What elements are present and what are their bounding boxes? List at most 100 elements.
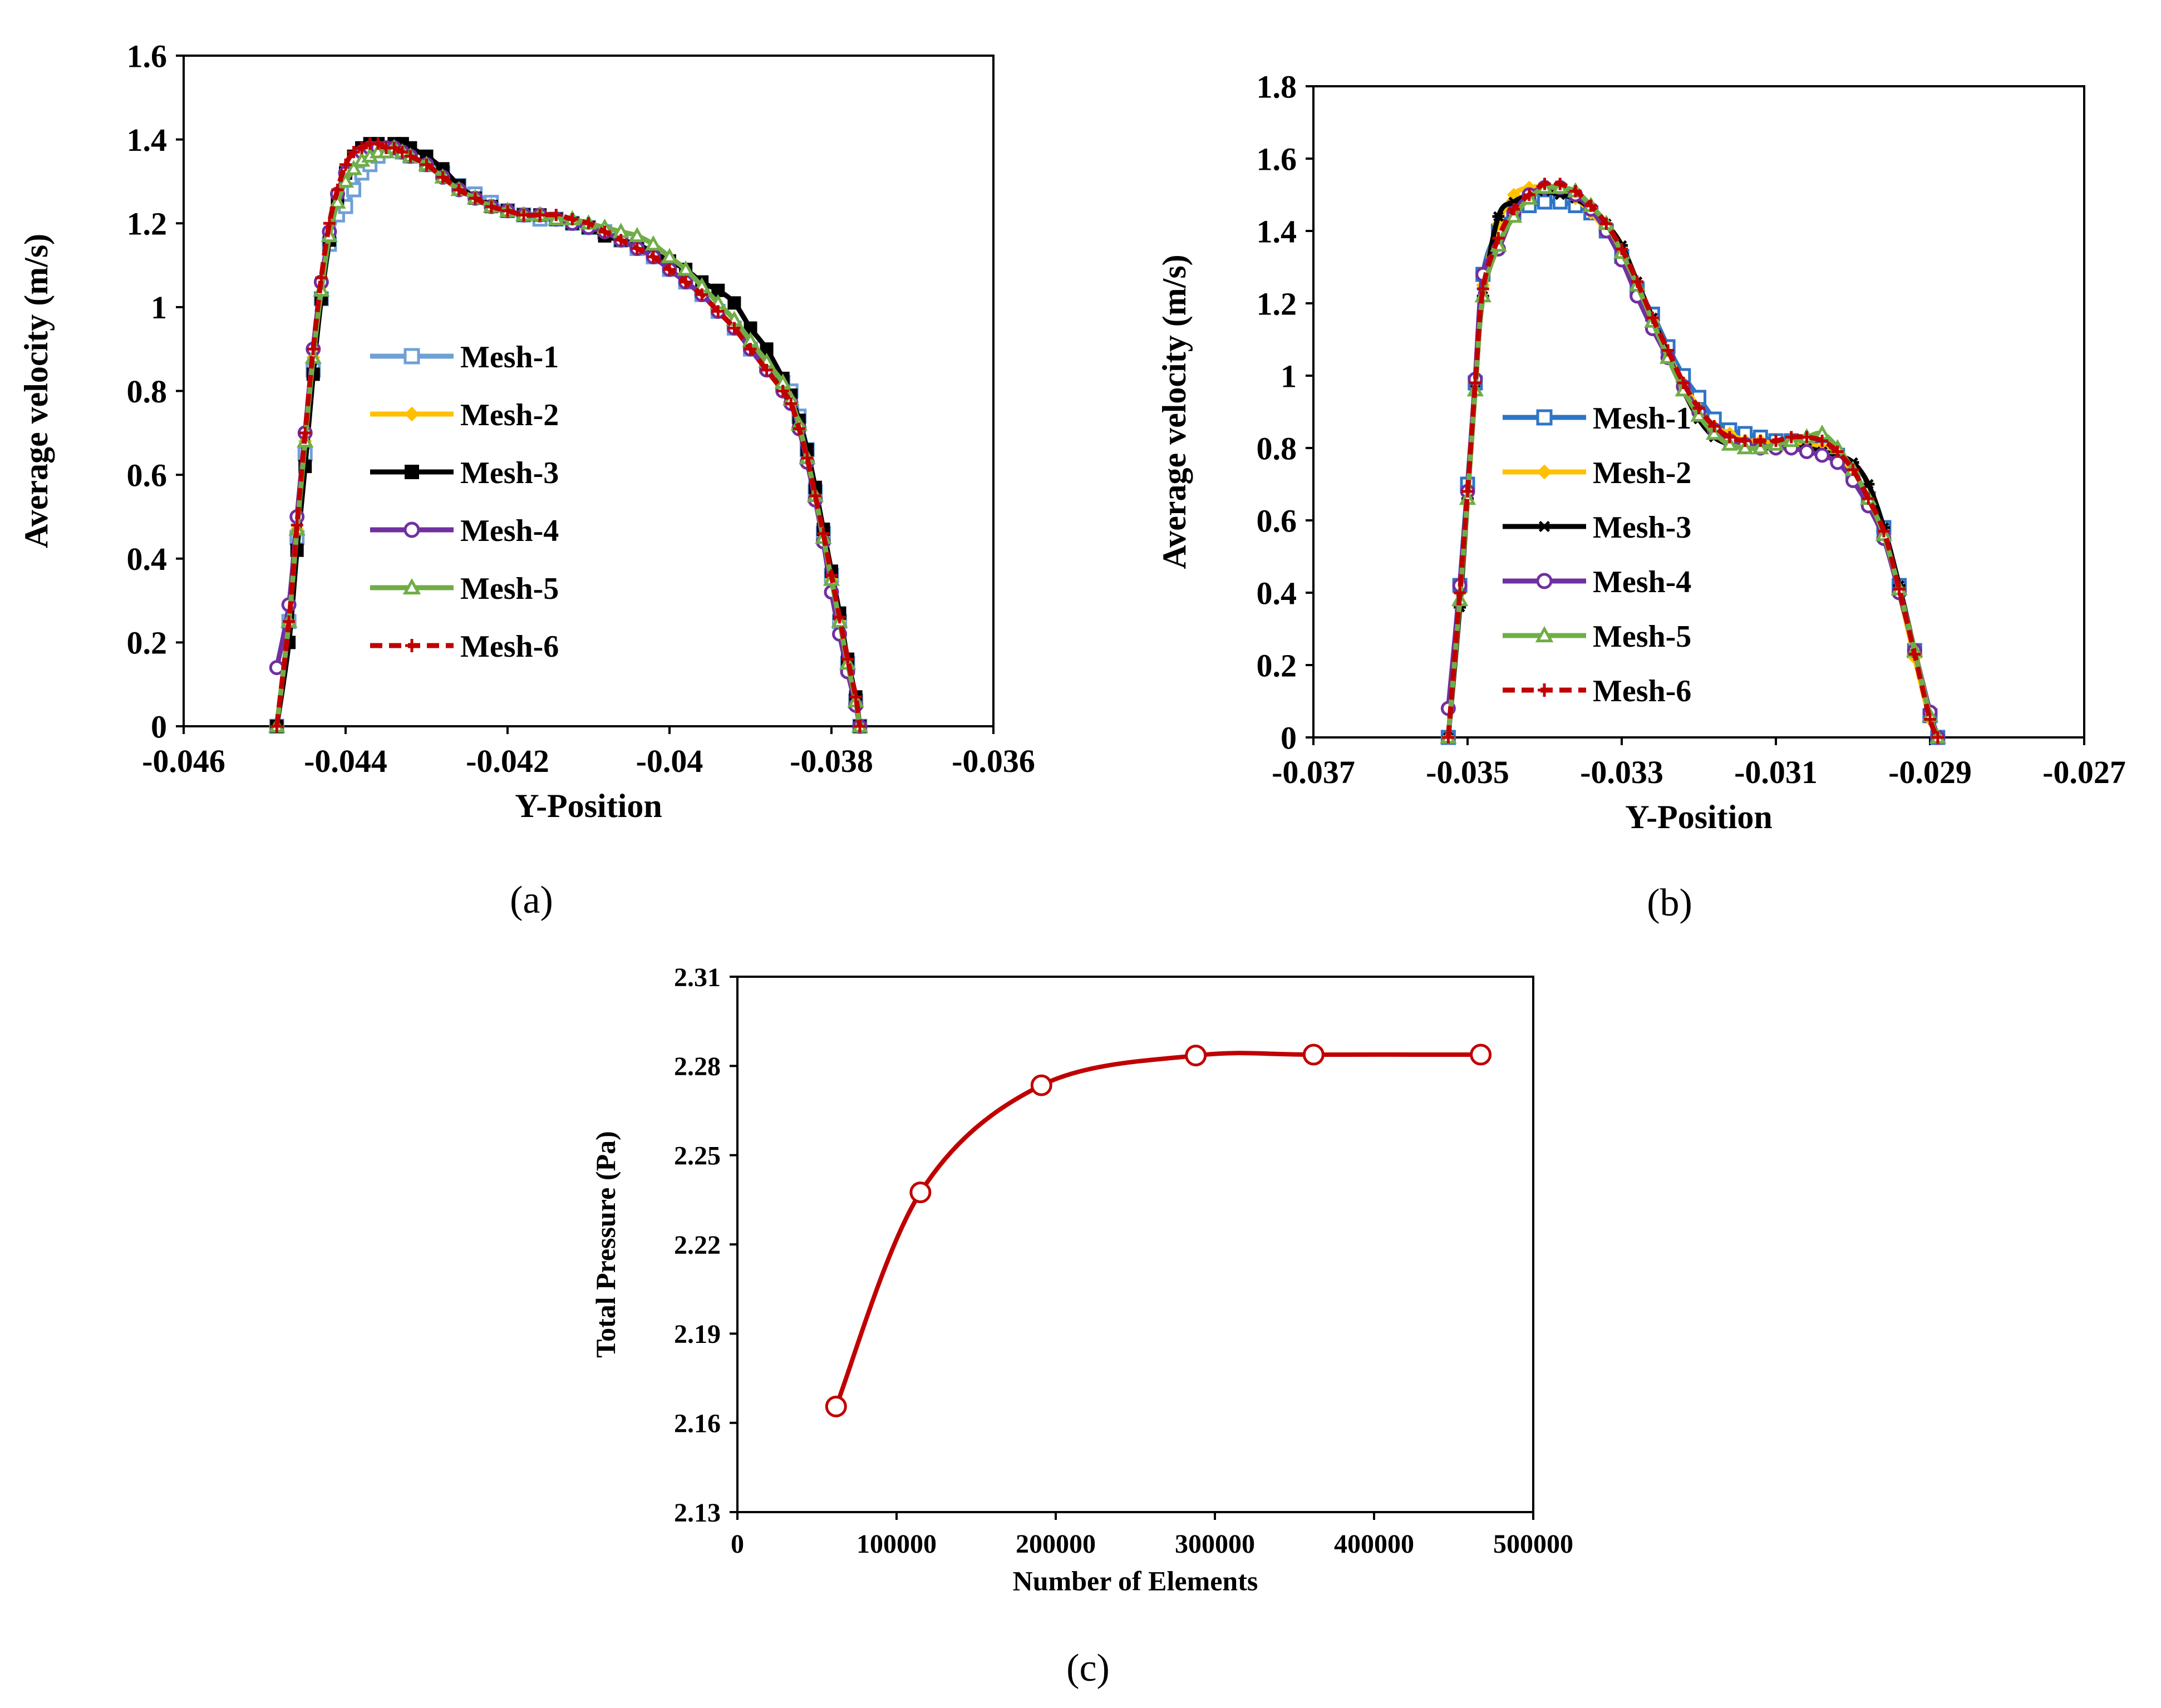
y-tick-label: 0.8: [1257, 430, 1297, 466]
legend-label: Mesh-2: [1593, 456, 1691, 490]
data-point: [696, 288, 708, 301]
data-point: [291, 519, 303, 531]
series-line: [274, 145, 863, 727]
data-point: [909, 1181, 932, 1203]
series-mesh-3: [1442, 186, 1944, 743]
legend-marker: [1536, 573, 1553, 589]
legend: Mesh-1 Mesh-2 Mesh-3 Mesh-4 Mesh-5 Mesh-6: [1503, 401, 1691, 708]
series-line: [274, 145, 863, 727]
legend-label: Mesh-5: [1593, 619, 1691, 654]
data-point: [1508, 203, 1520, 215]
series-line: [1445, 180, 1941, 739]
series-total-pressure: [825, 1043, 1492, 1417]
x-tick-label: -0.044: [304, 743, 387, 779]
y-axis-label: Total Pressure (Pa): [590, 1131, 621, 1357]
x-axis-label: Y-Position: [1625, 799, 1773, 835]
y-axis: 0 0.2 0.4 0.6 0.8 1 1.2 1.4 1.6: [127, 38, 184, 745]
data-point: [1799, 444, 1814, 459]
y-tick-label: 0.4: [1257, 575, 1297, 611]
data-point: [469, 192, 481, 205]
data-point: [1505, 207, 1523, 223]
x-tick-label: 100000: [856, 1529, 937, 1559]
legend-marker: [1538, 683, 1551, 697]
data-point: [566, 213, 579, 225]
x-tick-label: -0.04: [636, 743, 703, 779]
data-point: [825, 569, 838, 582]
x-axis-label: Number of Elements: [1013, 1566, 1258, 1597]
data-point: [1454, 587, 1466, 599]
data-point: [436, 171, 449, 184]
legend-item: Mesh-4: [1503, 565, 1691, 599]
data-point: [1554, 178, 1567, 190]
data-point: [1752, 439, 1769, 455]
y-tick-label: 0.2: [127, 625, 168, 661]
y-tick-label: 0.8: [127, 373, 168, 410]
x-tick-label: -0.029: [1888, 754, 1972, 790]
data-point: [518, 209, 530, 222]
legend-item: Mesh-1: [370, 340, 559, 375]
data-point: [661, 248, 678, 263]
data-point: [1461, 485, 1474, 498]
y-tick-label: 1: [1281, 358, 1297, 394]
data-point: [1584, 199, 1597, 212]
x-tick-label: 200000: [1016, 1529, 1096, 1559]
data-point: [677, 260, 695, 276]
series-line: [1445, 184, 1941, 739]
x-axis: -0.037 -0.035 -0.033 -0.031 -0.029 -0.027: [1272, 737, 2126, 790]
data-point: [420, 158, 433, 171]
data-point: [727, 296, 741, 310]
data-point: [1442, 731, 1455, 744]
legend-label: Mesh-2: [460, 398, 559, 432]
data-point: [809, 489, 821, 502]
data-point: [1469, 377, 1481, 389]
data-point: [663, 263, 676, 276]
y-tick-label: 1.4: [127, 122, 168, 158]
panel-a: 00.20.40.60.811.21.41.6-0.046 -0.044 -0.04…: [18, 38, 1035, 922]
data-point: [345, 160, 362, 175]
data-point: [1814, 447, 1830, 463]
data-point: [1831, 445, 1844, 458]
data-point: [1705, 424, 1723, 440]
y-tick-label: 1.6: [127, 38, 168, 74]
series-mesh-5: [1440, 178, 1947, 744]
data-point: [833, 611, 846, 624]
legend-marker: [405, 465, 419, 479]
data-point: [1862, 493, 1875, 505]
legend-item: Mesh-4: [370, 514, 559, 548]
series-line: [274, 144, 863, 727]
data-point: [1721, 435, 1739, 451]
legend-marker: [1537, 464, 1552, 480]
data-point: [841, 653, 854, 666]
panel-label: (c): [1066, 1647, 1110, 1690]
y-tick-label: 2.31: [674, 963, 721, 992]
data-point: [776, 385, 789, 397]
y-tick-label: 1.8: [1257, 68, 1297, 105]
data-point: [1492, 232, 1505, 244]
legend-label: Mesh-6: [460, 629, 559, 664]
series-line: [274, 145, 863, 727]
data-point: [1816, 435, 1829, 447]
data-point: [1739, 435, 1751, 447]
data-point: [323, 217, 336, 230]
data-point: [1537, 194, 1552, 210]
data-point: [744, 343, 757, 356]
legend-label: Mesh-3: [1593, 510, 1691, 545]
data-point: [1569, 185, 1582, 198]
data-point: [628, 227, 646, 243]
series-line: [834, 1051, 1481, 1407]
series-mesh-4: [1440, 180, 1946, 745]
data-point: [307, 343, 319, 356]
data-point: [1708, 420, 1721, 432]
y-tick-label: 1.2: [1257, 286, 1297, 322]
data-point: [1302, 1043, 1325, 1066]
data-point: [270, 720, 283, 732]
data-point: [1924, 713, 1936, 726]
plot-frame: [183, 55, 995, 727]
legend-item: Mesh-6: [1503, 674, 1691, 708]
x-tick-label: -0.027: [2042, 754, 2126, 790]
panel-b: 00.20.40.60.811.21.41.61.8-0.037 -0.035 -0…: [1156, 68, 2126, 924]
y-tick-label: 2.28: [674, 1052, 721, 1081]
x-axis: -0.046 -0.044 -0.042 -0.04 -0.038 -0.036: [142, 726, 1035, 779]
legend-label: Mesh-4: [460, 514, 559, 548]
